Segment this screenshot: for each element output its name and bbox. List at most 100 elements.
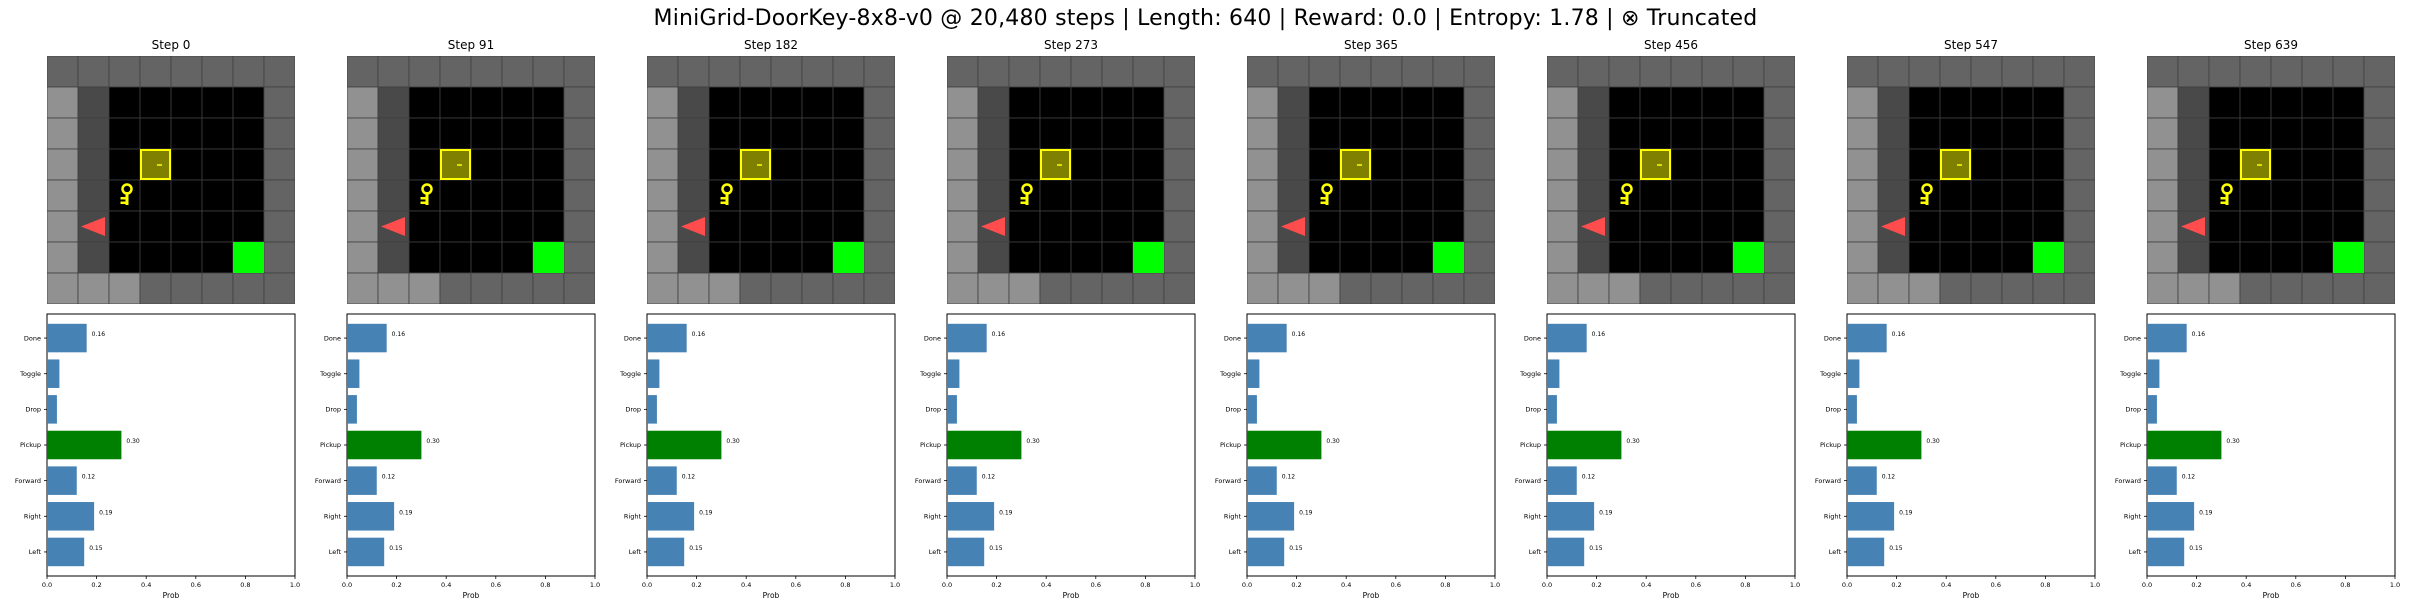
grid-cell (108, 56, 141, 88)
x-axis-label: Prob (163, 591, 180, 600)
y-tick-label: Toggle (919, 370, 941, 378)
grid-cell (1070, 179, 1103, 212)
grid-cell (501, 117, 534, 150)
grid-cell (139, 210, 172, 243)
grid-cell (408, 86, 441, 119)
grid-cell (1370, 148, 1403, 181)
grid-cell (439, 86, 472, 119)
key-icon (1920, 183, 1933, 205)
grid-cell (947, 179, 979, 212)
grid-cell (1163, 179, 1195, 212)
grid-cell (2239, 210, 2272, 243)
grid-cell (1163, 86, 1195, 119)
grid-cell (1370, 241, 1403, 274)
grid-cell (1432, 86, 1465, 119)
grid-cell (201, 117, 234, 150)
grid-cell (139, 56, 172, 88)
grid-cell (232, 179, 265, 212)
y-tick-label: Right (924, 512, 942, 520)
step-panel: Step 182 Left 0.15 Right 0.19 Forward 0.12 Pick… (615, 0, 900, 611)
x-tick-label: 0.0 (642, 581, 652, 589)
grid-cell (977, 179, 1010, 212)
grid-cell (470, 179, 503, 212)
y-tick-label: Left (2129, 548, 2142, 556)
y-tick-label: Drop (325, 406, 341, 414)
grid-cell (532, 86, 565, 119)
grid-cell (1547, 117, 1579, 150)
grid-cell (2363, 210, 2395, 243)
grid-cell (677, 117, 710, 150)
step-panel: Step 639 Left 0.15 Right 0.19 Forward 0.12 Pick… (2115, 0, 2400, 611)
grid-cell (1547, 179, 1579, 212)
grid-cell (47, 148, 79, 181)
grid-cell (170, 148, 203, 181)
bar-right (647, 502, 695, 531)
grid-cell (977, 241, 1010, 274)
grid-cell (408, 117, 441, 150)
x-axis-label: Prob (763, 591, 780, 600)
x-tick-label: 0.0 (2142, 581, 2152, 589)
grid-cell (2032, 56, 2065, 88)
grid-cell (2032, 117, 2065, 150)
grid-cell (1908, 56, 1941, 88)
bar-pickup (2147, 430, 2222, 460)
grid-cell (1008, 86, 1041, 119)
grid-cell (832, 148, 865, 181)
x-tick-label: 0.6 (1091, 581, 1101, 589)
grid-cell (2301, 241, 2334, 274)
grid-cell (708, 210, 741, 243)
x-tick-label: 0.0 (42, 581, 52, 589)
grid-cell (1970, 179, 2003, 212)
grid-cell (1463, 86, 1495, 119)
agent-icon (2181, 217, 2205, 236)
y-tick-label: Left (629, 548, 642, 556)
grid-cell (708, 148, 741, 181)
grid-cell (1370, 272, 1403, 304)
step-title: Step 365 (1343, 38, 1399, 52)
bar-value-label: 0.30 (126, 438, 140, 445)
x-tick-label: 0.6 (1691, 581, 1701, 589)
grid-cell (1401, 179, 1434, 212)
locked-door-icon (440, 149, 471, 180)
grid-cell (947, 241, 979, 274)
grid-cell (739, 117, 772, 150)
y-tick-label: Toggle (1519, 370, 1541, 378)
grid-cell (563, 272, 595, 304)
x-tick-label: 0.6 (791, 581, 801, 589)
bar-value-label: 0.15 (1289, 545, 1303, 552)
grid-cell (2032, 148, 2065, 181)
grid-cell (77, 56, 110, 88)
grid-cell (947, 117, 979, 150)
x-tick-label: 0.0 (1542, 581, 1552, 589)
grid-cell (1701, 241, 1734, 274)
grid-cell (2270, 241, 2303, 274)
grid-cell (863, 272, 895, 304)
y-tick-label: Pickup (920, 441, 941, 449)
y-tick-label: Pickup (320, 441, 341, 449)
grid-cell (139, 179, 172, 212)
grid-cell (1008, 210, 1041, 243)
y-tick-label: Toggle (319, 370, 341, 378)
y-tick-label: Pickup (20, 441, 41, 449)
key-icon (720, 183, 733, 205)
agent-icon (681, 217, 705, 236)
grid-cell (677, 56, 710, 88)
minigrid-render (1547, 56, 1795, 304)
grid-cell (1039, 241, 1072, 274)
grid-cell (1763, 117, 1795, 150)
x-tick-label: 0.2 (1291, 581, 1301, 589)
grid-cell (108, 86, 141, 119)
grid-cell (1732, 56, 1765, 88)
bar-forward (1847, 466, 1877, 495)
grid-cell (2301, 179, 2334, 212)
bar-value-label: 0.16 (392, 331, 406, 338)
grid-cell (2363, 148, 2395, 181)
grid-cell (470, 148, 503, 181)
grid-cell (1547, 241, 1579, 274)
x-tick-label: 0.0 (942, 581, 952, 589)
grid-cell (532, 56, 565, 88)
grid-cell (77, 117, 110, 150)
grid-cell (1308, 117, 1341, 150)
bar-drop (1247, 395, 1257, 424)
grid-cell (2332, 56, 2365, 88)
